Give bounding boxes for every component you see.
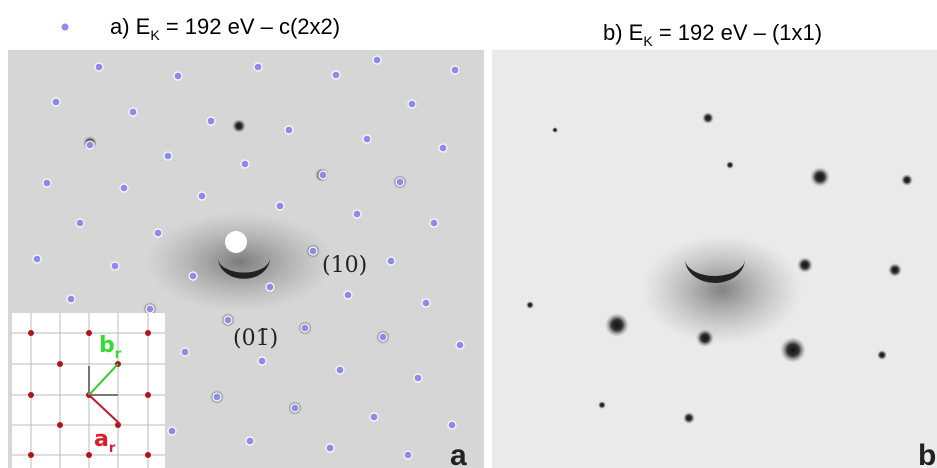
panel-letter: b bbox=[918, 439, 936, 468]
simulated-spot bbox=[290, 403, 300, 413]
simulated-spot bbox=[284, 125, 294, 135]
a-label: ar bbox=[94, 427, 116, 456]
simulated-spot bbox=[257, 356, 267, 366]
index-label: (10) bbox=[322, 253, 367, 278]
simulated-spot bbox=[352, 209, 362, 219]
simulated-spot bbox=[300, 323, 310, 333]
simulated-spot bbox=[343, 290, 353, 300]
lattice-point bbox=[145, 452, 151, 458]
simulated-spot bbox=[362, 134, 372, 144]
simulated-spot bbox=[386, 256, 396, 266]
lattice-point bbox=[57, 422, 63, 428]
legend-dot bbox=[61, 23, 69, 31]
simulated-spot bbox=[413, 373, 423, 383]
lattice-point bbox=[145, 330, 151, 336]
diffraction-spot bbox=[702, 112, 714, 124]
simulated-spot bbox=[450, 65, 460, 75]
panel-b-title: b) EK = 192 eV – (1x1) bbox=[603, 20, 822, 49]
simulated-spot bbox=[403, 450, 413, 460]
lattice-point bbox=[145, 392, 151, 398]
lattice-point bbox=[28, 392, 34, 398]
simulated-spot bbox=[212, 392, 222, 402]
simulated-spot bbox=[223, 315, 233, 325]
diffraction-spot bbox=[605, 313, 629, 337]
simulated-spot bbox=[429, 218, 439, 228]
simulated-spot bbox=[94, 62, 104, 72]
lattice-point bbox=[57, 361, 63, 367]
simulated-spot bbox=[395, 177, 405, 187]
diffraction-spot bbox=[552, 127, 558, 133]
simulated-spot bbox=[110, 261, 120, 271]
simulated-spot bbox=[447, 420, 457, 430]
simulated-spot bbox=[308, 246, 318, 256]
diffraction-spot bbox=[232, 119, 246, 133]
diffraction-spot bbox=[901, 174, 913, 186]
simulated-spot bbox=[153, 228, 163, 238]
simulated-spot bbox=[325, 443, 335, 453]
panel-letter: a bbox=[450, 439, 467, 468]
simulated-spot bbox=[188, 271, 198, 281]
b-label: br bbox=[99, 333, 122, 362]
simulated-spot bbox=[455, 340, 465, 350]
simulated-spot bbox=[85, 140, 95, 150]
simulated-spot bbox=[318, 170, 328, 180]
simulated-spot bbox=[335, 365, 345, 375]
shadow-arc bbox=[218, 258, 270, 279]
simulated-spot bbox=[369, 412, 379, 422]
simulated-spot bbox=[180, 347, 190, 357]
simulated-spot bbox=[331, 70, 341, 80]
a-vector bbox=[88, 394, 121, 425]
panel-a-title: a) EK = 192 eV – c(2x2) bbox=[110, 14, 340, 43]
diffraction-spot bbox=[683, 412, 695, 424]
simulated-spot bbox=[42, 178, 52, 188]
shadow-arc bbox=[685, 258, 746, 284]
diffraction-spot bbox=[780, 337, 806, 363]
simulated-spot bbox=[145, 304, 155, 314]
beam-stop bbox=[225, 231, 247, 253]
b-vector bbox=[88, 363, 119, 396]
lattice-point bbox=[86, 330, 92, 336]
simulated-spot bbox=[253, 62, 263, 72]
simulated-spot bbox=[66, 294, 76, 304]
simulated-spot bbox=[197, 191, 207, 201]
simulated-spot bbox=[51, 97, 61, 107]
simulated-spot bbox=[119, 183, 129, 193]
simulated-spot bbox=[167, 426, 177, 436]
haze bbox=[145, 212, 335, 312]
diffraction-spot bbox=[598, 401, 606, 409]
simulated-spot bbox=[206, 116, 216, 126]
diffraction-spot bbox=[797, 257, 813, 273]
simulated-spot bbox=[245, 436, 255, 446]
simulated-spot bbox=[173, 71, 183, 81]
simulated-spot bbox=[372, 55, 382, 65]
simulated-spot bbox=[378, 332, 388, 342]
simulated-spot bbox=[265, 282, 275, 292]
index-label: (01̄) bbox=[233, 326, 278, 351]
simulated-spot bbox=[163, 151, 173, 161]
haze bbox=[642, 235, 802, 345]
diffraction-spot bbox=[888, 263, 902, 277]
diffraction-spot bbox=[810, 167, 830, 187]
simulated-spot bbox=[421, 298, 431, 308]
lattice-point bbox=[86, 452, 92, 458]
simulated-spot bbox=[240, 159, 250, 169]
simulated-spot bbox=[75, 218, 85, 228]
simulated-spot bbox=[128, 107, 138, 117]
diffraction-spot bbox=[696, 329, 714, 347]
lattice-point bbox=[28, 452, 34, 458]
diffraction-spot bbox=[726, 161, 734, 169]
lattice-point bbox=[28, 330, 34, 336]
simulated-spot bbox=[407, 99, 417, 109]
simulated-spot bbox=[438, 143, 448, 153]
simulated-spot bbox=[275, 201, 285, 211]
diffraction-spot bbox=[526, 301, 534, 309]
diffraction-spot bbox=[877, 350, 887, 360]
simulated-spot bbox=[32, 254, 42, 264]
